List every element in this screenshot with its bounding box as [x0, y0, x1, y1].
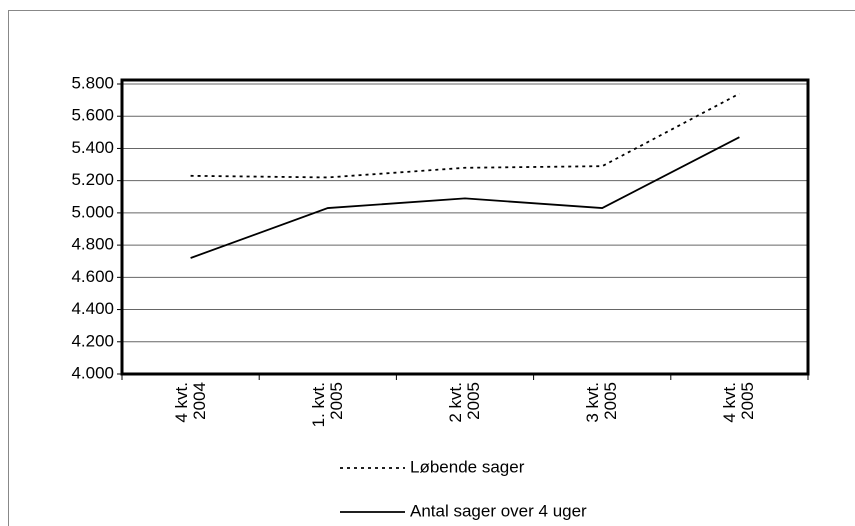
y-tick-label: 4.800	[71, 235, 114, 254]
y-tick-label: 5.200	[71, 170, 114, 189]
plot-frame	[120, 78, 810, 376]
y-tick-label: 4.400	[71, 299, 114, 318]
chart-frame	[8, 10, 855, 526]
x-tick-label: 2 kvt. 2005	[446, 382, 483, 423]
y-tick-label: 4.200	[71, 331, 114, 350]
y-tick-label: 5.000	[71, 202, 114, 221]
x-tick-label: 4 kvt. 2005	[720, 382, 758, 423]
y-tick-label: 5.600	[71, 106, 114, 125]
x-tick-label: 1. kvt. 2005	[308, 382, 346, 428]
legend-label: Løbende sager	[410, 457, 525, 476]
y-tick-label: 4.000	[71, 363, 114, 382]
x-tick-label: 4 kvt. 2004	[171, 382, 209, 423]
y-tick-label: 5.800	[71, 73, 114, 92]
legend-label: Antal sager over 4 uger	[410, 501, 587, 520]
x-tick-label: 3 kvt. 2005	[583, 382, 621, 423]
series-line	[190, 92, 740, 179]
series-line	[190, 136, 740, 259]
y-tick-label: 5.400	[71, 138, 114, 157]
y-tick-label: 4.600	[71, 267, 114, 286]
